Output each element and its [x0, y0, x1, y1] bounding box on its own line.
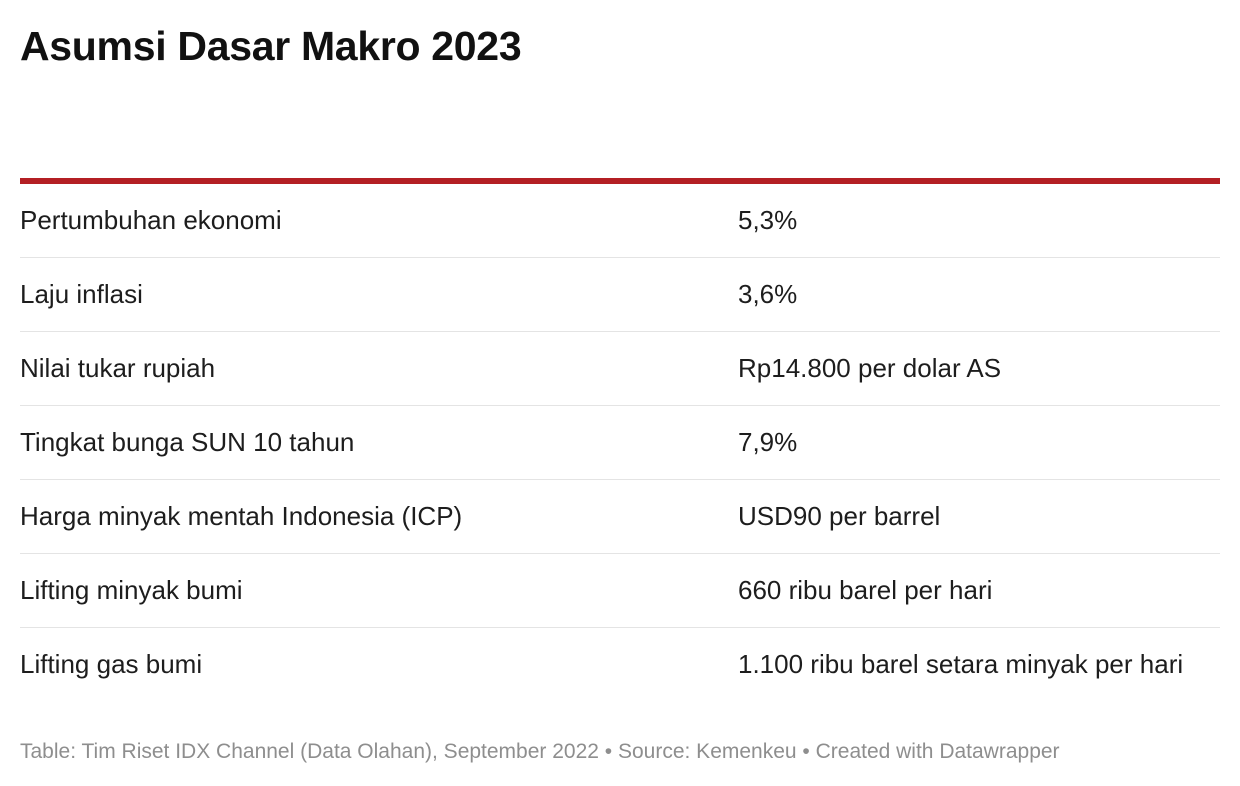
page-title: Asumsi Dasar Makro 2023	[20, 23, 522, 69]
row-label: Pertumbuhan ekonomi	[20, 205, 282, 235]
row-value: 660 ribu barel per hari	[738, 575, 993, 605]
table-row: Laju inflasi 3,6%	[20, 258, 1220, 332]
table-row: Lifting minyak bumi 660 ribu barel per h…	[20, 554, 1220, 628]
row-value: 5,3%	[738, 205, 798, 235]
row-value: Rp14.800 per dolar AS	[738, 353, 1002, 383]
row-value: USD90 per barrel	[738, 501, 941, 531]
source-footer: Table: Tim Riset IDX Channel (Data Olaha…	[20, 740, 1060, 763]
row-label: Lifting gas bumi	[20, 649, 203, 679]
data-table: Pertumbuhan ekonomi 5,3% Laju inflasi 3,…	[20, 178, 1220, 701]
row-label: Lifting minyak bumi	[20, 575, 243, 605]
row-value: 7,9%	[738, 427, 798, 457]
row-label: Nilai tukar rupiah	[20, 353, 216, 383]
table-row: Lifting gas bumi 1.100 ribu barel setara…	[20, 628, 1220, 701]
row-value: 1.100 ribu barel setara minyak per hari	[738, 649, 1184, 679]
table-row: Harga minyak mentah Indonesia (ICP) USD9…	[20, 480, 1220, 554]
table-row: Pertumbuhan ekonomi 5,3%	[20, 184, 1220, 258]
table-row: Nilai tukar rupiah Rp14.800 per dolar AS	[20, 332, 1220, 406]
row-value: 3,6%	[738, 279, 798, 309]
row-label: Harga minyak mentah Indonesia (ICP)	[20, 501, 463, 531]
row-label: Tingkat bunga SUN 10 tahun	[20, 427, 355, 457]
row-label: Laju inflasi	[20, 279, 143, 309]
table-row: Tingkat bunga SUN 10 tahun 7,9%	[20, 406, 1220, 480]
